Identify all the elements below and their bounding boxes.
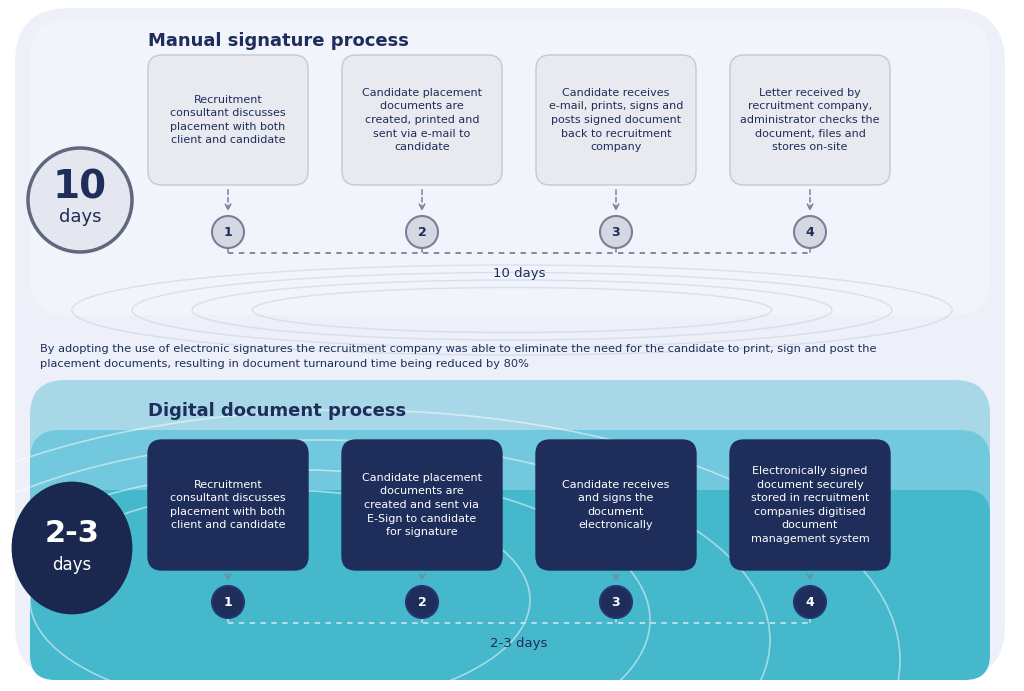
Text: Candidate placement
documents are
created and sent via
E-Sign to candidate
for s: Candidate placement documents are create… xyxy=(362,473,482,537)
Text: By adopting the use of electronic signatures the recruitment company was able to: By adopting the use of electronic signat… xyxy=(40,344,877,369)
Circle shape xyxy=(212,216,244,248)
Text: 2-3 days: 2-3 days xyxy=(490,637,548,650)
Text: 10: 10 xyxy=(53,168,108,206)
Text: 3: 3 xyxy=(611,225,621,238)
FancyBboxPatch shape xyxy=(730,55,890,185)
FancyBboxPatch shape xyxy=(148,55,308,185)
Circle shape xyxy=(794,216,826,248)
Text: 4: 4 xyxy=(806,225,814,238)
Circle shape xyxy=(600,586,632,618)
FancyBboxPatch shape xyxy=(730,440,890,570)
FancyBboxPatch shape xyxy=(30,490,990,680)
Text: 2: 2 xyxy=(418,596,426,609)
Circle shape xyxy=(600,216,632,248)
FancyBboxPatch shape xyxy=(342,55,502,185)
FancyBboxPatch shape xyxy=(30,380,990,680)
FancyBboxPatch shape xyxy=(30,430,990,680)
Ellipse shape xyxy=(13,483,131,613)
Text: 3: 3 xyxy=(611,596,621,609)
FancyBboxPatch shape xyxy=(536,440,696,570)
FancyBboxPatch shape xyxy=(30,20,990,315)
Text: Candidate receives
and signs the
document
electronically: Candidate receives and signs the documen… xyxy=(562,480,670,531)
Text: Digital document process: Digital document process xyxy=(148,402,407,420)
Circle shape xyxy=(212,586,244,618)
Text: 2-3: 2-3 xyxy=(45,520,99,549)
Text: Manual signature process: Manual signature process xyxy=(148,32,409,50)
Text: Candidate placement
documents are
created, printed and
sent via e-mail to
candid: Candidate placement documents are create… xyxy=(362,88,482,152)
Circle shape xyxy=(406,216,438,248)
FancyBboxPatch shape xyxy=(536,55,696,185)
Text: 1: 1 xyxy=(223,596,232,609)
FancyBboxPatch shape xyxy=(15,8,1005,680)
Circle shape xyxy=(28,148,132,252)
Text: 1: 1 xyxy=(223,225,232,238)
Text: 4: 4 xyxy=(806,596,814,609)
Text: 10 days: 10 days xyxy=(493,267,545,280)
Text: Letter received by
recruitment company,
administrator checks the
document, files: Letter received by recruitment company, … xyxy=(740,88,880,152)
Circle shape xyxy=(794,586,826,618)
Text: Recruitment
consultant discusses
placement with both
client and candidate: Recruitment consultant discusses placeme… xyxy=(170,95,286,145)
Text: Recruitment
consultant discusses
placement with both
client and candidate: Recruitment consultant discusses placeme… xyxy=(170,480,286,531)
FancyBboxPatch shape xyxy=(342,440,502,570)
Text: days: days xyxy=(58,208,101,226)
Text: Electronically signed
document securely
stored in recruitment
companies digitise: Electronically signed document securely … xyxy=(751,466,869,544)
Text: 2: 2 xyxy=(418,225,426,238)
Circle shape xyxy=(406,586,438,618)
Text: Candidate receives
e-mail, prints, signs and
posts signed document
back to recru: Candidate receives e-mail, prints, signs… xyxy=(549,88,683,152)
FancyBboxPatch shape xyxy=(148,440,308,570)
Text: days: days xyxy=(52,556,91,574)
